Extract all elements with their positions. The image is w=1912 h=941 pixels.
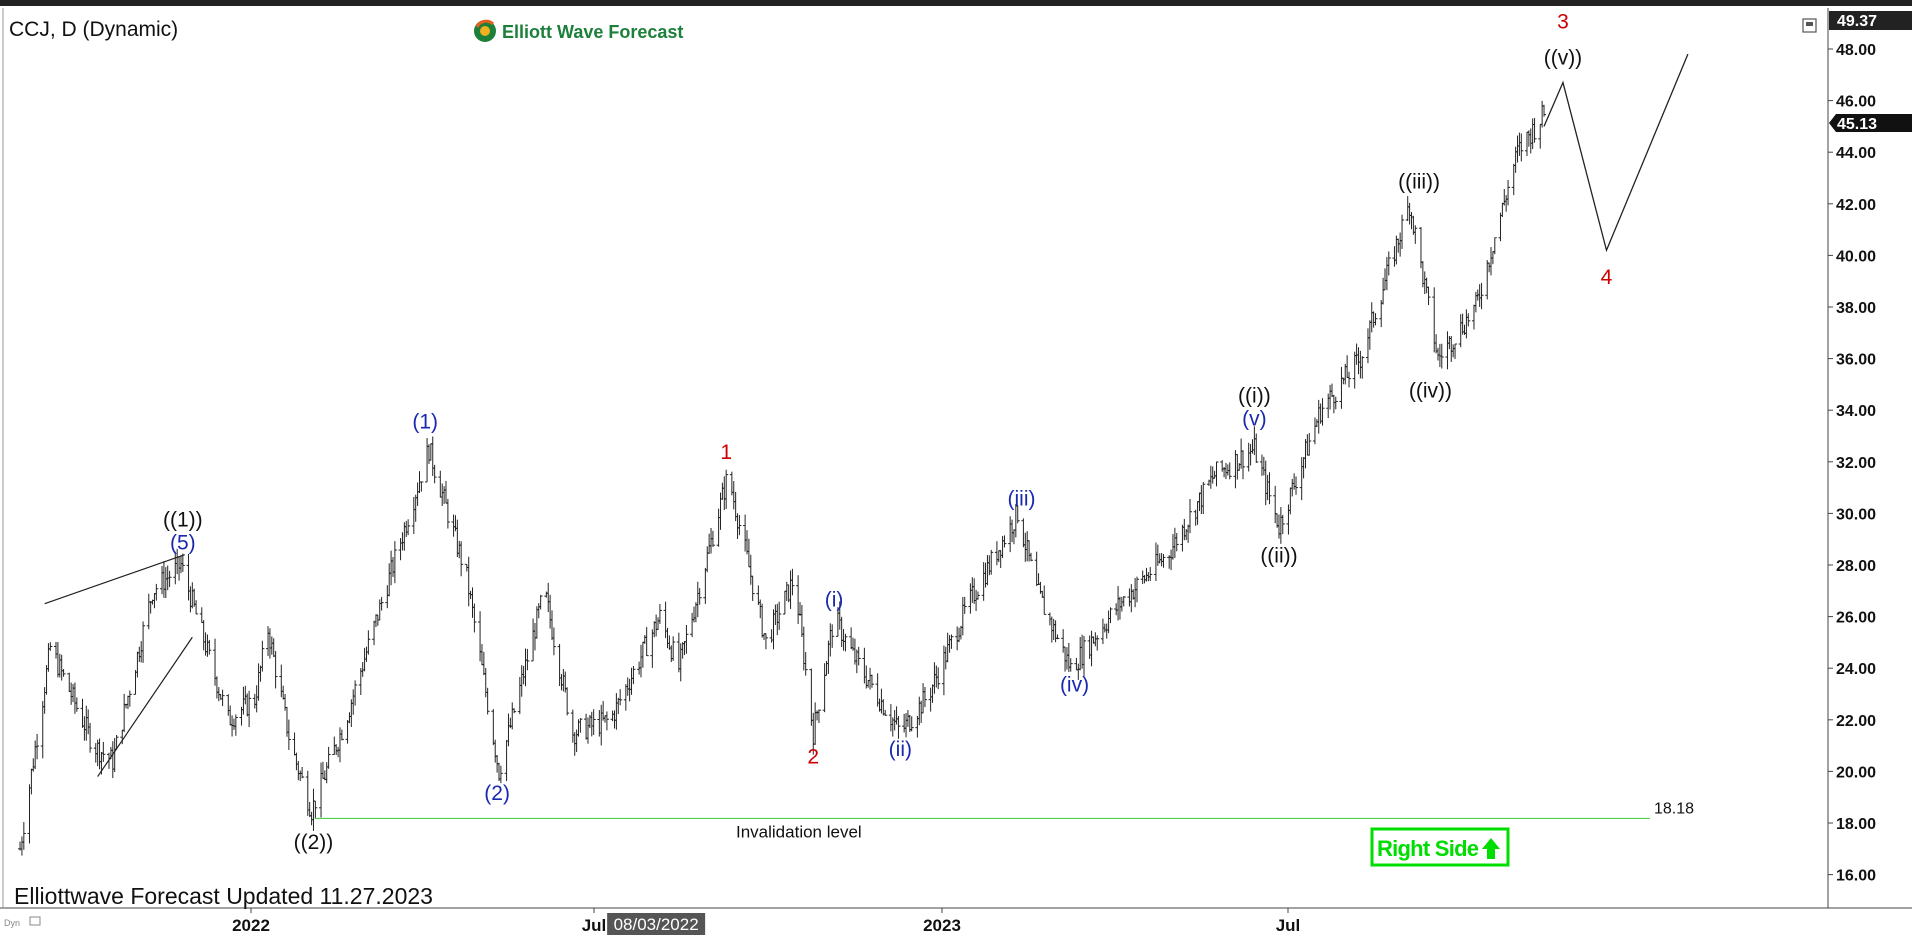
invalidation-label: Invalidation level <box>736 822 862 841</box>
wedge-line <box>97 636 193 777</box>
wave-overlays <box>44 53 1689 777</box>
wave-label: 4 <box>1601 266 1613 289</box>
wave-label: (ii) <box>889 738 912 761</box>
wave-label: ((i)) <box>1238 384 1271 407</box>
time-tick-label: 2022 <box>232 916 270 935</box>
wave-label: (v) <box>1242 408 1267 431</box>
projection-path <box>1543 53 1689 253</box>
time-axis: 2022 Jul 2023 Jul 08/03/2022 <box>232 908 1300 935</box>
wave-label: 3 <box>1557 10 1569 33</box>
wave-labels: ((1))(5) ((2)) (1) (2) 1 2 (i) (ii) (iii) (iv) ((i… <box>163 10 1613 853</box>
symbol-title: CCJ, D (Dynamic) <box>9 18 178 41</box>
top-price-value: 49.37 <box>1837 13 1877 30</box>
wave-label: 1 <box>720 441 732 464</box>
right-side-badge: Right Side <box>1370 827 1510 867</box>
top-border <box>0 0 1912 6</box>
last-price-value: 45.13 <box>1837 116 1877 133</box>
logo-text: Elliott Wave Forecast <box>502 22 683 42</box>
price-tick-label: 44.00 <box>1836 145 1876 162</box>
price-axis: 16.00 18.00 20.00 22.00 24.00 26.00 28.00 30.00… <box>1828 11 1912 885</box>
logo: Elliott Wave Forecast <box>474 19 683 42</box>
top-price-tag <box>1829 11 1912 30</box>
price-tick-label: 48.00 <box>1836 42 1876 59</box>
wave-label: ((1)) <box>163 508 203 531</box>
wave-label: ((iv)) <box>1409 379 1452 402</box>
time-tick-label: Jul <box>582 916 607 935</box>
price-tick-label: 36.00 <box>1836 352 1876 369</box>
invalidation-value: 18.18 <box>1654 800 1694 817</box>
price-tick-label: 34.00 <box>1836 403 1876 420</box>
price-tick-label: 20.00 <box>1836 764 1876 781</box>
price-tick-label: 26.00 <box>1836 610 1876 627</box>
price-tick-label: 32.00 <box>1836 455 1876 472</box>
up-arrow-icon <box>1482 838 1500 859</box>
price-tick-label: 24.00 <box>1836 661 1876 678</box>
time-tick-label: Jul <box>1276 916 1301 935</box>
right-side-label: Right Side <box>1377 836 1479 861</box>
wave-label: (iii) <box>1008 488 1036 511</box>
wave-label: 2 <box>807 746 819 769</box>
wave-label: (iv) <box>1060 673 1089 696</box>
wave-label: (2) <box>484 782 510 805</box>
cursor-date-tag <box>607 913 706 935</box>
price-tick-label: 42.00 <box>1836 197 1876 214</box>
price-tick-label: 30.00 <box>1836 506 1876 523</box>
wave-label: (i) <box>825 588 844 611</box>
wave-label: ((v)) <box>1544 46 1582 69</box>
wave-label: ((2)) <box>294 831 334 854</box>
wedge-line <box>44 554 185 605</box>
wave-label: ((ii)) <box>1260 544 1297 567</box>
wave-label: (5) <box>170 532 196 555</box>
grid-icon <box>29 916 41 926</box>
price-tick-label: 40.00 <box>1836 248 1876 265</box>
cursor-date: 08/03/2022 <box>614 915 699 934</box>
time-tick-label: 2023 <box>923 916 961 935</box>
settings-icon[interactable] <box>1802 18 1817 33</box>
price-tick-label: 18.00 <box>1836 816 1876 833</box>
last-price-tag <box>1829 114 1912 133</box>
price-tick-label: 22.00 <box>1836 713 1876 730</box>
price-tick-label: 38.00 <box>1836 300 1876 317</box>
price-tick-label: 16.00 <box>1836 868 1876 885</box>
wave-label: (1) <box>412 410 438 433</box>
ohlc-bars <box>18 100 1547 856</box>
updated-note: Elliottwave Forecast Updated 11.27.2023 <box>14 883 433 909</box>
price-tick-label: 28.00 <box>1836 558 1876 575</box>
price-tick-label: 46.00 <box>1836 94 1876 111</box>
dyn-marker: Dyn <box>4 918 20 928</box>
wave-label: ((iii)) <box>1398 170 1440 193</box>
